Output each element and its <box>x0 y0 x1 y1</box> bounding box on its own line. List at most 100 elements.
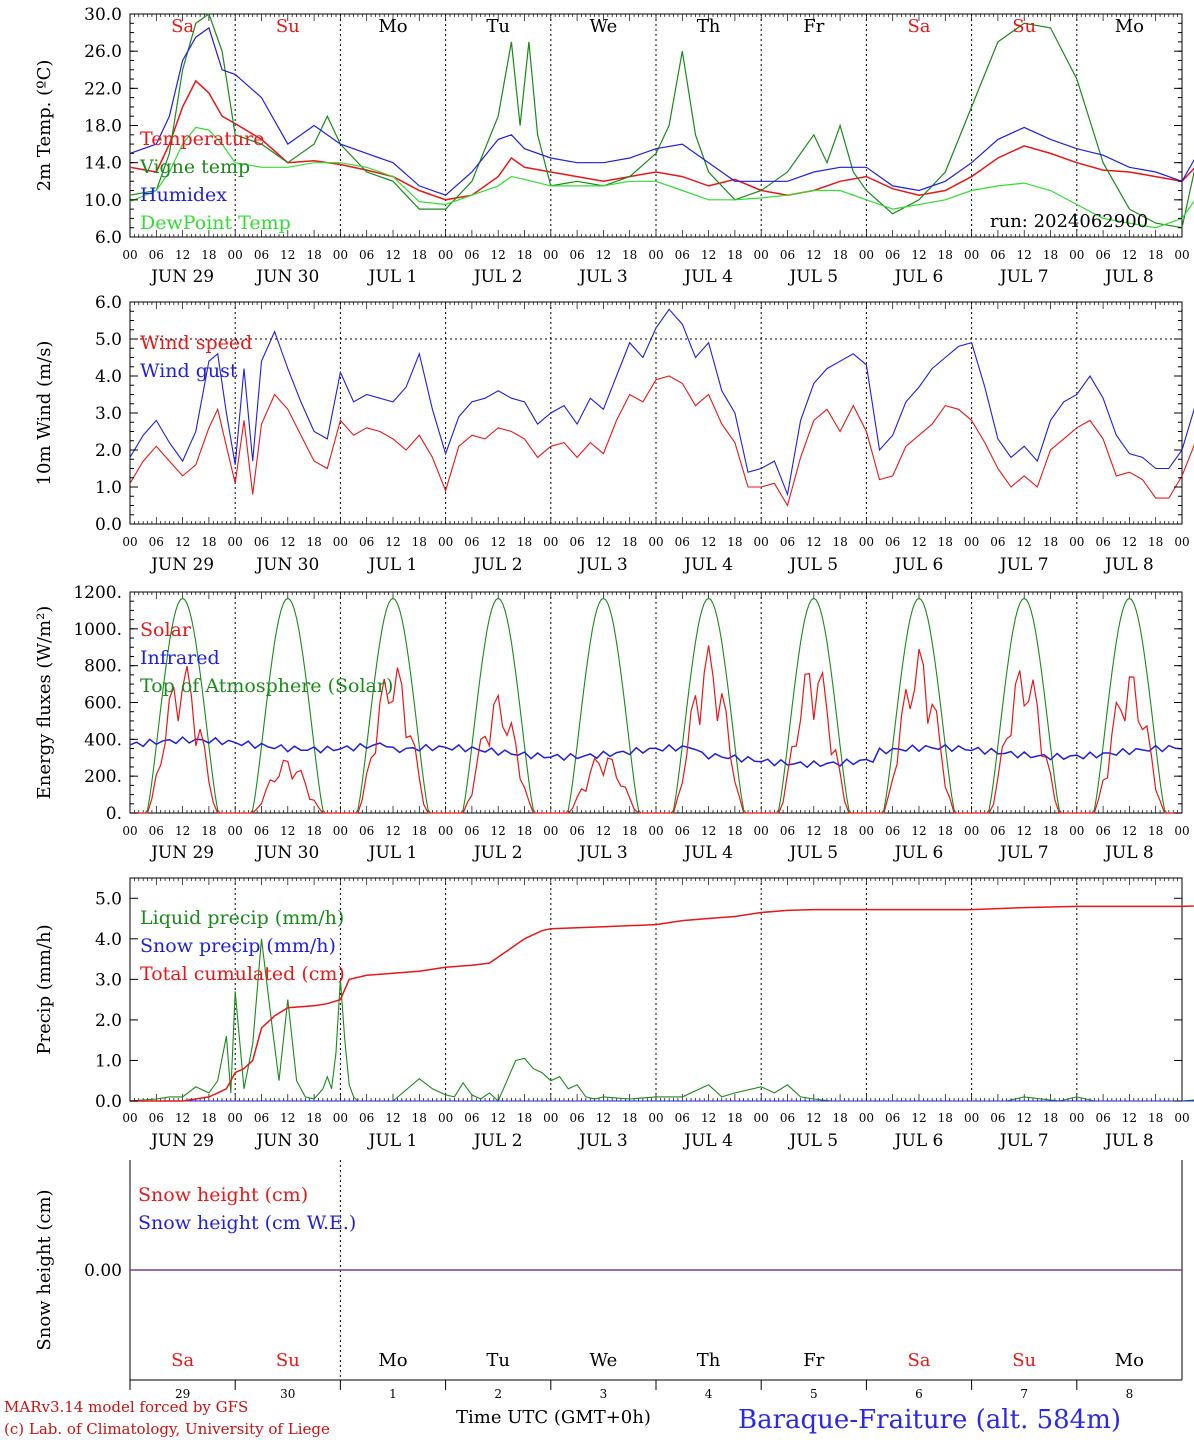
precip-hour-tick-label: 00 <box>1174 1111 1189 1125</box>
energy-hour-tick-label: 18 <box>938 824 953 838</box>
temp-date-label: JUN 30 <box>254 267 319 287</box>
energy-ytick-label: 1000. <box>73 620 122 640</box>
temp-hour-tick-label: 06 <box>885 248 900 262</box>
wind-hour-tick-label: 12 <box>491 535 506 549</box>
energy-hour-tick-label: 18 <box>517 824 532 838</box>
precip-hour-tick-label: 00 <box>859 1111 874 1125</box>
precip-ytick-label: 4.0 <box>95 930 122 950</box>
wind-hour-tick-label: 00 <box>333 535 348 549</box>
wind-hour-tick-label: 18 <box>412 535 427 549</box>
energy-hour-tick-label: 18 <box>1043 824 1058 838</box>
energy-hour-tick-label: 06 <box>780 824 795 838</box>
wind-hour-tick-label: 06 <box>675 535 690 549</box>
wind-date-label: JUL 3 <box>577 555 628 575</box>
precip-hour-tick-label: 12 <box>385 1111 400 1125</box>
wind-hour-tick-label: 06 <box>464 535 479 549</box>
temp-date-label: JUL 5 <box>787 267 838 287</box>
snow-weekday-label: Th <box>697 1350 721 1371</box>
precip-hour-tick-label: 00 <box>438 1111 453 1125</box>
wind-hour-tick-label: 06 <box>990 535 1005 549</box>
temp-hour-tick-label: 18 <box>727 248 742 262</box>
energy-hour-tick-label: 18 <box>832 824 847 838</box>
wind-date-label: JUL 4 <box>682 555 733 575</box>
precip-date-label: JUL 8 <box>1103 1131 1154 1151</box>
temp-hour-tick-label: 18 <box>1148 248 1163 262</box>
lab-credit: (c) Lab. of Climatology, University of L… <box>4 1420 330 1438</box>
wind-hour-tick-label: 00 <box>859 535 874 549</box>
wind-hour-tick-label: 18 <box>517 535 532 549</box>
wind-date-label: JUN 30 <box>254 555 319 575</box>
wind-hour-tick-label: 12 <box>701 535 716 549</box>
temp-hour-tick-label: 12 <box>175 248 190 262</box>
wind-hour-tick-label: 18 <box>306 535 321 549</box>
temp-hour-tick-label: 00 <box>1174 248 1189 262</box>
energy-hour-tick-label: 12 <box>491 824 506 838</box>
model-credit: MARv3.14 model forced by GFS <box>4 1398 248 1416</box>
precip-hour-tick-label: 18 <box>622 1111 637 1125</box>
temp-hour-tick-label: 12 <box>701 248 716 262</box>
precip-legend-item: Liquid precip (mm/h) <box>140 907 344 929</box>
precip-hour-tick-label: 18 <box>1148 1111 1163 1125</box>
precip-hour-tick-label: 06 <box>149 1111 164 1125</box>
energy-hour-tick-label: 12 <box>806 824 821 838</box>
temp-weekday-label: Mo <box>1115 16 1144 37</box>
wind-date-label: JUL 1 <box>367 555 418 575</box>
precip-hour-tick-label: 06 <box>885 1111 900 1125</box>
precip-legend-item: Total cumulated (cm) <box>140 963 345 985</box>
energy-hour-tick-label: 12 <box>596 824 611 838</box>
energy-hour-tick-label: 00 <box>122 824 137 838</box>
snow-day-number: 7 <box>1020 1387 1028 1401</box>
temp-ytick-label: 6.0 <box>95 228 122 248</box>
wind-hour-tick-label: 12 <box>1017 535 1032 549</box>
temp-hour-tick-label: 00 <box>754 248 769 262</box>
energy-hour-tick-label: 00 <box>1069 824 1084 838</box>
precip-hour-tick-label: 00 <box>543 1111 558 1125</box>
energy-hour-tick-label: 06 <box>464 824 479 838</box>
wind-date-label: JUL 8 <box>1103 555 1154 575</box>
energy-hour-tick-label: 00 <box>648 824 663 838</box>
energy-hour-tick-label: 18 <box>412 824 427 838</box>
snow-weekday-label: Sa <box>171 1350 194 1371</box>
wind-hour-tick-label: 18 <box>938 535 953 549</box>
temp-hour-tick-label: 18 <box>306 248 321 262</box>
temp-ytick-label: 10.0 <box>84 191 122 211</box>
temp-date-label: JUL 4 <box>682 267 733 287</box>
temp-hour-tick-label: 06 <box>359 248 374 262</box>
precip-hour-tick-label: 00 <box>648 1111 663 1125</box>
precip-hour-tick-label: 06 <box>464 1111 479 1125</box>
temp-hour-tick-label: 12 <box>385 248 400 262</box>
wind-hour-tick-label: 18 <box>832 535 847 549</box>
temp-ytick-label: 30.0 <box>84 5 122 25</box>
wind-hour-tick-label: 00 <box>438 535 453 549</box>
wind-series-line <box>129 308 1194 497</box>
temp-hour-tick-label: 06 <box>149 248 164 262</box>
temp-hour-tick-label: 12 <box>1017 248 1032 262</box>
wind-hour-tick-label: 06 <box>780 535 795 549</box>
energy-ylabel: Energy fluxes (W/m²) <box>34 606 55 800</box>
precip-hour-tick-label: 18 <box>727 1111 742 1125</box>
temp-series-line <box>129 26 1194 196</box>
temp-hour-tick-label: 00 <box>648 248 663 262</box>
precip-hour-tick-label: 18 <box>832 1111 847 1125</box>
temp-hour-tick-label: 18 <box>938 248 953 262</box>
wind-hour-tick-label: 00 <box>648 535 663 549</box>
run-label: run: 2024062900 <box>990 211 1148 232</box>
snow-weekday-label: Su <box>276 1350 300 1371</box>
temp-hour-tick-label: 06 <box>464 248 479 262</box>
precip-ytick-label: 1.0 <box>95 1051 122 1071</box>
precip-hour-tick-label: 00 <box>333 1111 348 1125</box>
wind-hour-tick-label: 18 <box>622 535 637 549</box>
wind-ylabel: 10m Wind (m/s) <box>34 341 55 486</box>
energy-hour-tick-label: 00 <box>543 824 558 838</box>
energy-hour-tick-label: 00 <box>754 824 769 838</box>
precip-date-label: JUN 30 <box>254 1131 319 1151</box>
precip-hour-tick-label: 18 <box>1043 1111 1058 1125</box>
wind-hour-tick-label: 12 <box>385 535 400 549</box>
temp-hour-tick-label: 00 <box>1069 248 1084 262</box>
precip-ytick-label: 5.0 <box>95 889 122 909</box>
snow-day-number: 29 <box>175 1387 190 1401</box>
wind-hour-tick-label: 00 <box>543 535 558 549</box>
energy-ytick-label: 800. <box>84 657 122 677</box>
temp-hour-tick-label: 12 <box>1122 248 1137 262</box>
